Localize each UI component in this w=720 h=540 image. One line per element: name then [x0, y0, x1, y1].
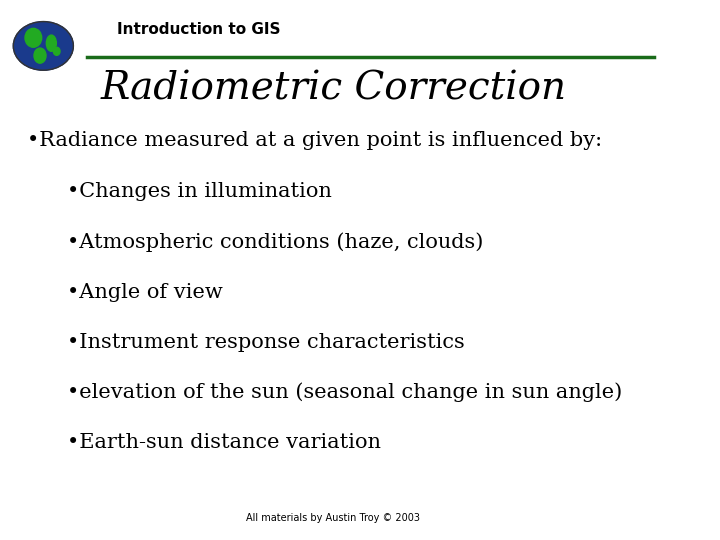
Ellipse shape	[25, 28, 42, 47]
Text: •Radiance measured at a given point is influenced by:: •Radiance measured at a given point is i…	[27, 131, 602, 150]
Text: •elevation of the sun (seasonal change in sun angle): •elevation of the sun (seasonal change i…	[67, 383, 622, 402]
Text: Introduction to GIS: Introduction to GIS	[117, 22, 280, 37]
Ellipse shape	[53, 47, 60, 56]
Circle shape	[14, 22, 73, 70]
Text: All materials by Austin Troy © 2003: All materials by Austin Troy © 2003	[246, 514, 420, 523]
Ellipse shape	[34, 48, 46, 63]
Text: •Angle of view: •Angle of view	[67, 282, 222, 302]
Text: •Atmospheric conditions (haze, clouds): •Atmospheric conditions (haze, clouds)	[67, 232, 483, 252]
Text: •Earth-sun distance variation: •Earth-sun distance variation	[67, 433, 381, 453]
Ellipse shape	[46, 35, 56, 51]
Text: Radiometric Correction: Radiometric Correction	[101, 71, 567, 107]
Text: •Changes in illumination: •Changes in illumination	[67, 182, 332, 201]
Text: •Instrument response characteristics: •Instrument response characteristics	[67, 333, 464, 352]
